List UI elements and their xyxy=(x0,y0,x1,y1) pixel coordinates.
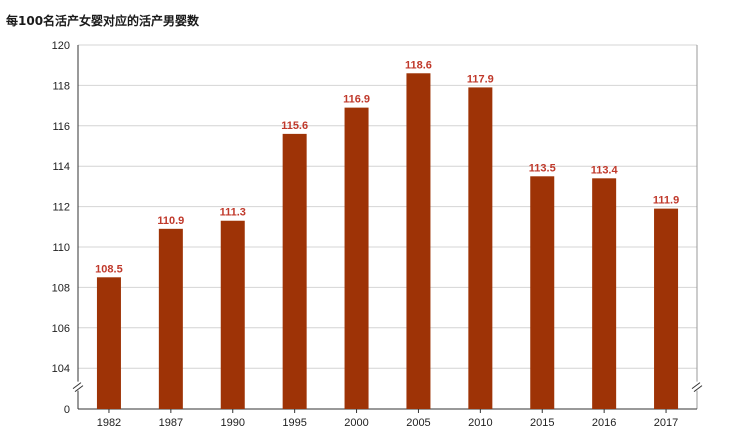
x-tick-label: 2005 xyxy=(406,417,430,429)
y-tick-label: 116 xyxy=(52,121,70,133)
y-tick-label: 106 xyxy=(52,323,70,335)
x-tick-label: 2015 xyxy=(530,417,554,429)
data-label: 108.5 xyxy=(95,263,123,275)
bar xyxy=(158,228,183,409)
x-tick-label: 1987 xyxy=(159,417,183,429)
bar xyxy=(220,220,245,409)
bar xyxy=(282,133,307,409)
data-label: 115.6 xyxy=(281,120,308,132)
x-tick-label: 2016 xyxy=(592,417,616,429)
y-tick-label: 112 xyxy=(52,202,70,214)
data-label: 110.9 xyxy=(157,215,184,227)
data-label: 118.6 xyxy=(405,59,432,71)
data-label: 111.9 xyxy=(653,195,679,207)
x-tick-label: 1990 xyxy=(221,417,245,429)
axis-break-mark xyxy=(693,385,703,393)
x-tick-label: 2000 xyxy=(344,417,368,429)
y-tick-label: 110 xyxy=(52,242,70,254)
axis-break-mark xyxy=(74,385,84,393)
bar xyxy=(344,107,369,410)
bar xyxy=(96,277,121,409)
chart-title: 每100名活产女婴对应的活产男婴数 xyxy=(6,14,200,28)
axis-break-gap xyxy=(72,381,84,391)
axis-break-gap xyxy=(691,381,703,391)
bar xyxy=(406,73,431,409)
data-label: 117.9 xyxy=(467,73,494,85)
data-label: 113.5 xyxy=(529,162,556,174)
y-tick-label: 114 xyxy=(52,161,70,173)
y-tick-label: 120 xyxy=(52,40,70,52)
data-label: 116.9 xyxy=(343,94,370,106)
y-tick-label: 104 xyxy=(52,363,70,375)
y-tick-label: 108 xyxy=(52,282,70,294)
bar xyxy=(654,208,679,409)
bar xyxy=(530,176,555,409)
data-label: 113.4 xyxy=(591,164,619,176)
y-tick-label: 118 xyxy=(52,80,70,92)
bar xyxy=(468,87,493,410)
axis-break-mark xyxy=(691,382,701,390)
data-label: 111.3 xyxy=(220,207,246,219)
x-tick-label: 1982 xyxy=(97,417,121,429)
x-tick-label: 1995 xyxy=(282,417,306,429)
axis-break-mark xyxy=(72,382,82,390)
bar xyxy=(592,178,617,409)
x-tick-label: 2010 xyxy=(468,417,492,429)
y-tick-label: 0 xyxy=(64,404,70,416)
x-tick-label: 2017 xyxy=(654,417,678,429)
